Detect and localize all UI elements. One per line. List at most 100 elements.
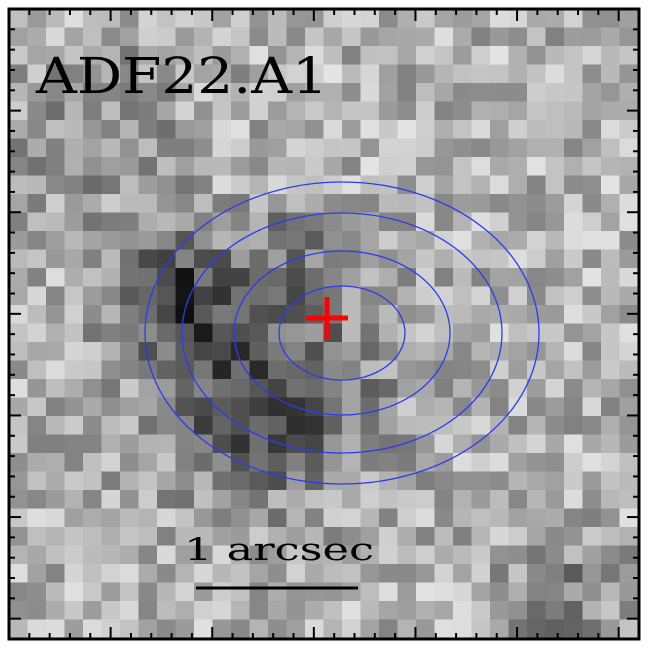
pixel	[249, 564, 269, 584]
pixel	[286, 360, 306, 380]
pixel	[175, 175, 195, 195]
pixel	[9, 397, 29, 417]
pixel	[157, 471, 177, 491]
pixel	[342, 286, 362, 306]
pixel	[194, 83, 214, 103]
pixel	[564, 601, 584, 621]
pixel	[268, 582, 288, 602]
pixel	[249, 268, 269, 288]
pixel	[175, 138, 195, 158]
pixel	[545, 545, 565, 565]
pixel	[27, 120, 47, 140]
pixel	[490, 379, 510, 399]
pixel	[101, 490, 121, 510]
pixel	[619, 157, 639, 177]
pixel	[471, 323, 491, 343]
pixel	[582, 397, 602, 417]
pixel	[46, 46, 66, 66]
pixel	[175, 286, 195, 306]
pixel	[175, 268, 195, 288]
pixel	[9, 27, 29, 47]
pixel	[508, 434, 528, 454]
pixel	[83, 9, 103, 29]
pixel	[305, 471, 325, 491]
pixel	[120, 268, 140, 288]
pixel	[545, 508, 565, 528]
pixel	[508, 323, 528, 343]
pixel	[286, 490, 306, 510]
pixel	[46, 582, 66, 602]
pixel	[342, 416, 362, 436]
pixel	[601, 564, 621, 584]
pixel	[157, 27, 177, 47]
pixel	[101, 582, 121, 602]
pixel	[83, 194, 103, 214]
pixel	[101, 120, 121, 140]
pixel	[286, 46, 306, 66]
pixel	[27, 27, 47, 47]
pixel	[9, 601, 29, 621]
pixel	[286, 83, 306, 103]
pixel	[175, 471, 195, 491]
pixel	[249, 360, 269, 380]
pixel	[471, 9, 491, 29]
pixel	[9, 286, 29, 306]
pixel	[434, 527, 454, 547]
pixel	[138, 490, 158, 510]
pixel	[9, 582, 29, 602]
pixel	[545, 342, 565, 362]
pixel	[582, 27, 602, 47]
pixel	[175, 64, 195, 84]
pixel	[379, 453, 399, 473]
pixel	[323, 490, 343, 510]
pixel	[527, 46, 547, 66]
pixel	[83, 101, 103, 121]
pixel	[527, 83, 547, 103]
pixel	[231, 46, 251, 66]
pixel	[453, 138, 473, 158]
pixel	[527, 564, 547, 584]
pixel	[268, 157, 288, 177]
pixel	[46, 490, 66, 510]
pixel	[545, 286, 565, 306]
pixel	[453, 64, 473, 84]
pixel	[157, 434, 177, 454]
pixel	[194, 434, 214, 454]
pixel	[175, 249, 195, 269]
pixel	[231, 323, 251, 343]
pixel	[305, 305, 325, 325]
pixel	[212, 83, 232, 103]
pixel	[342, 268, 362, 288]
pixel	[397, 619, 417, 639]
pixel	[508, 120, 528, 140]
pixel	[619, 249, 639, 269]
pixel	[305, 138, 325, 158]
pixel	[416, 582, 436, 602]
pixel	[582, 582, 602, 602]
pixel	[360, 601, 380, 621]
pixel	[434, 83, 454, 103]
pixel	[619, 619, 639, 639]
pixel	[397, 101, 417, 121]
pixel	[120, 64, 140, 84]
pixel	[305, 175, 325, 195]
pixel	[175, 46, 195, 66]
pixel	[286, 323, 306, 343]
pixel	[453, 268, 473, 288]
pixel	[527, 601, 547, 621]
pixel	[508, 397, 528, 417]
pixel	[508, 601, 528, 621]
pixel	[564, 305, 584, 325]
pixel	[582, 83, 602, 103]
pixel	[157, 582, 177, 602]
pixel	[601, 453, 621, 473]
pixel	[9, 379, 29, 399]
pixel	[9, 194, 29, 214]
pixel	[564, 619, 584, 639]
pixel	[27, 83, 47, 103]
pixel	[175, 342, 195, 362]
pixel	[564, 582, 584, 602]
pixel	[249, 601, 269, 621]
pixel	[212, 582, 232, 602]
pixel	[323, 360, 343, 380]
